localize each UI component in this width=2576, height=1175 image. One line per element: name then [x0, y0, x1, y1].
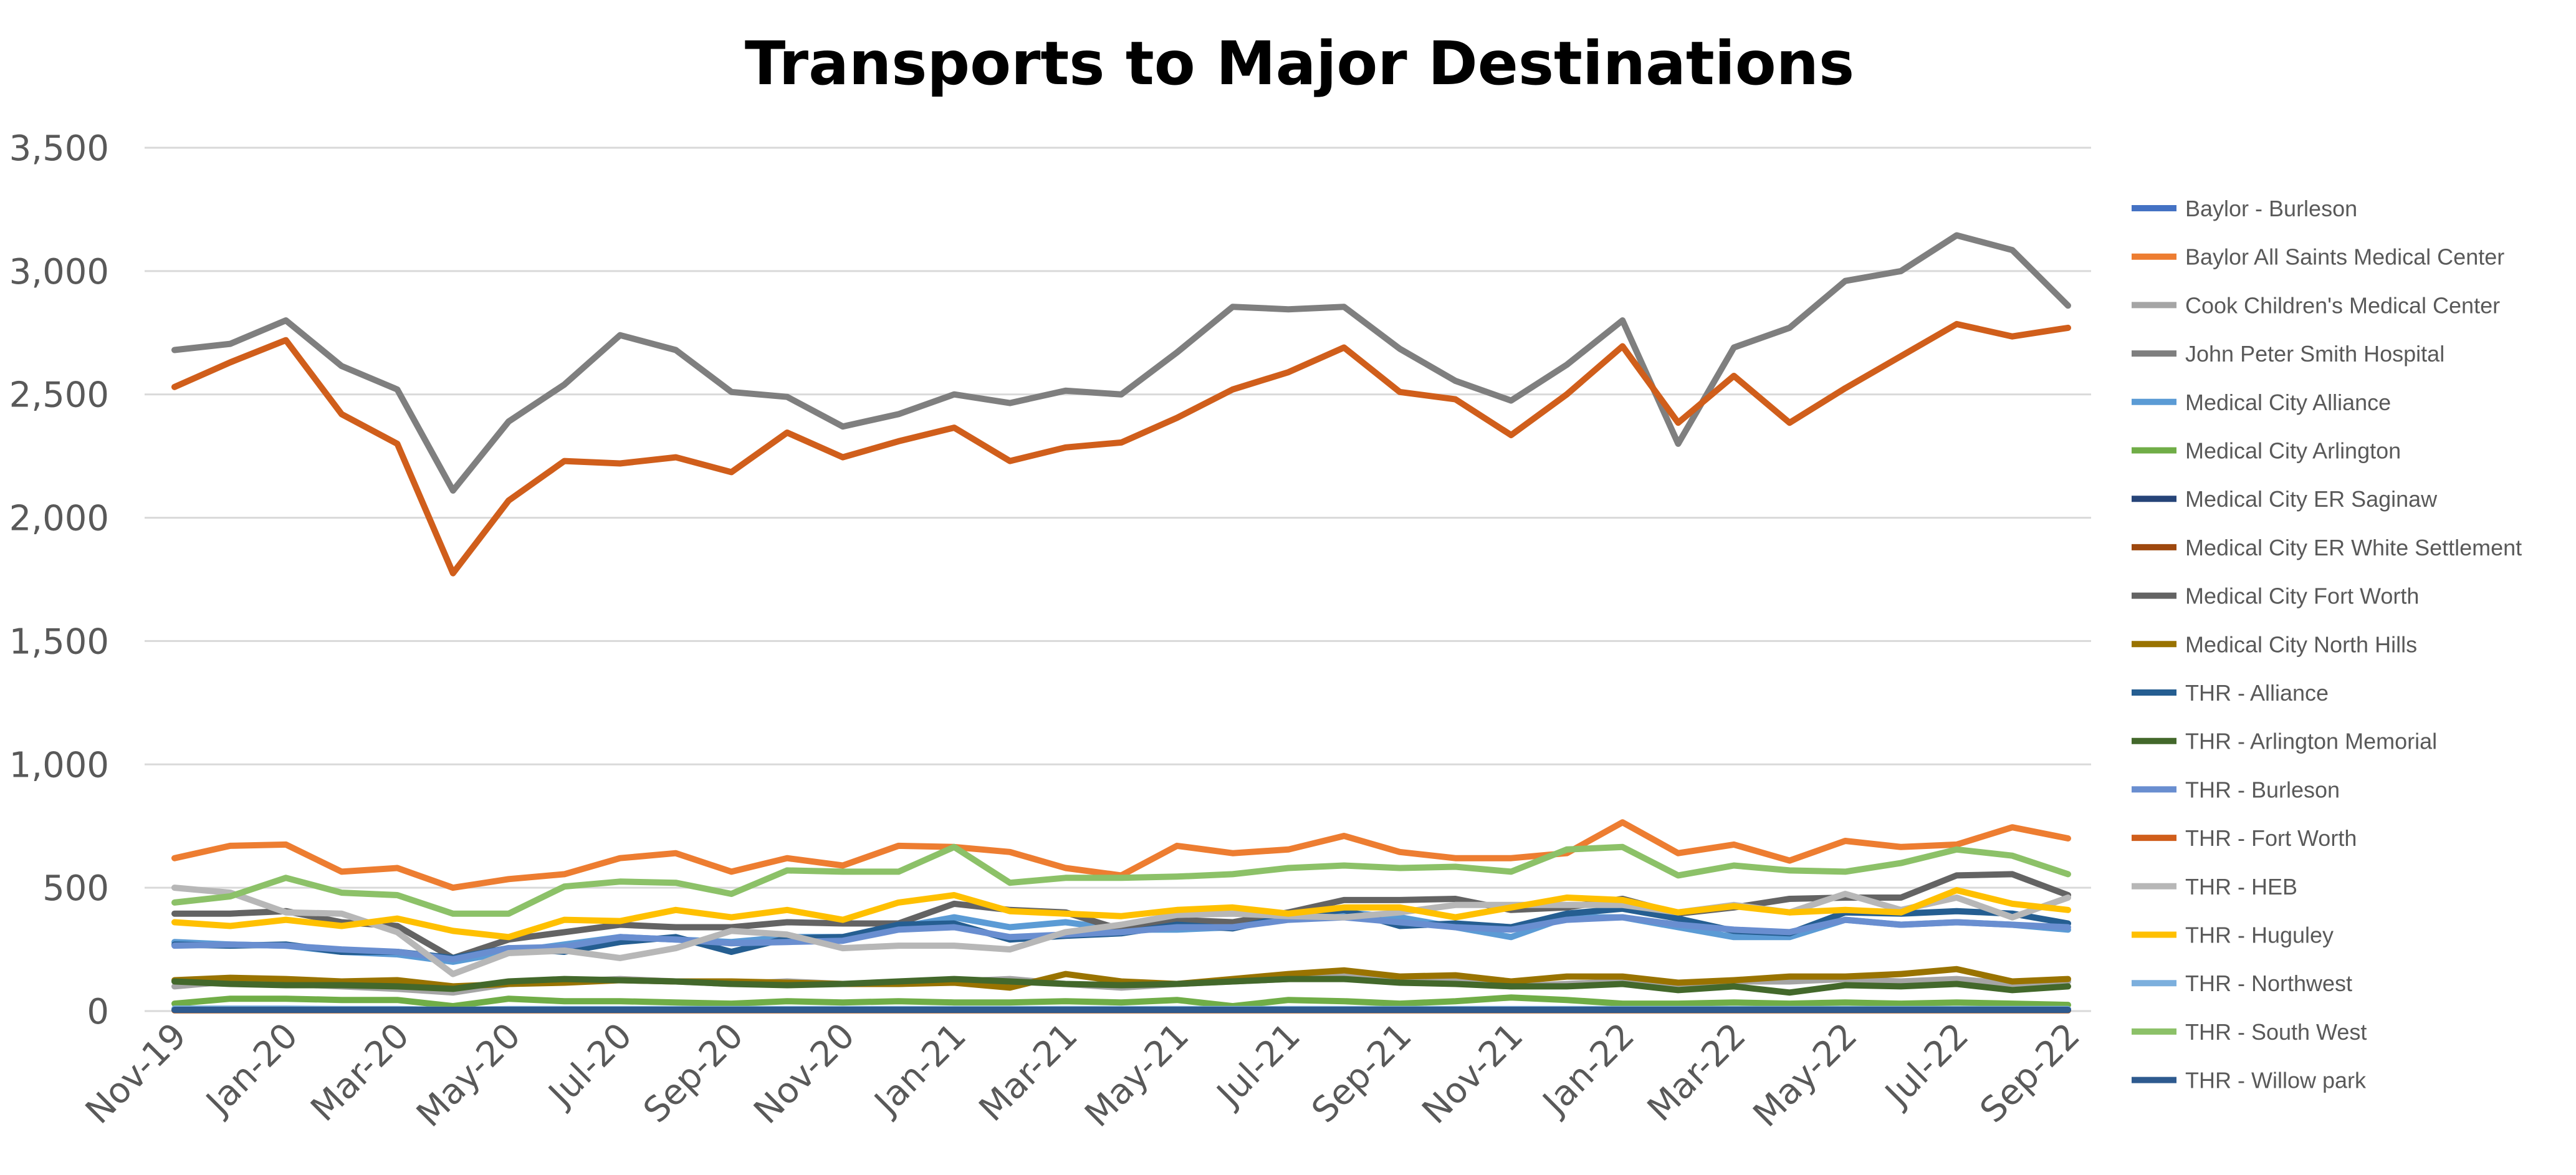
- chart-title: Transports to Major Destinations: [745, 29, 1854, 98]
- legend-label: THR - South West: [2185, 1019, 2367, 1045]
- legend: Baylor - Burleson Baylor All Saints Medic…: [2132, 196, 2522, 1093]
- legend-label: Medical City ER Saginaw: [2185, 486, 2438, 512]
- y-tick-label: 2,000: [9, 499, 109, 539]
- x-tick-label: May-20: [409, 1015, 529, 1135]
- legend-label: Baylor - Burleson: [2185, 196, 2357, 221]
- series-line: [171, 843, 2071, 917]
- x-tick-label: Sep-22: [1973, 1015, 2088, 1131]
- legend-label: Baylor All Saints Medical Center: [2185, 244, 2504, 270]
- x-tick-label: Jul-20: [540, 1015, 640, 1116]
- series-line: [171, 232, 2071, 494]
- y-tick-label: 1,500: [9, 621, 109, 662]
- legend-label: Medical City North Hills: [2185, 631, 2417, 657]
- legend-label: Medical City Arlington: [2185, 438, 2401, 464]
- x-tick-label: Nov-21: [1415, 1015, 1531, 1132]
- legend-label: THR - Burleson: [2185, 777, 2340, 802]
- y-tick-label: 500: [42, 868, 109, 909]
- x-tick-label: Sep-20: [636, 1015, 751, 1131]
- x-tick-label: Jul-21: [1208, 1015, 1308, 1116]
- series-line: [171, 994, 2071, 1010]
- x-tick-label: Jan-21: [866, 1015, 974, 1124]
- legend-label: Medical City Alliance: [2185, 390, 2391, 415]
- legend-label: THR - Alliance: [2185, 680, 2329, 706]
- legend-label: THR - HEB: [2185, 874, 2297, 899]
- legend-label: John Peter Smith Hospital: [2185, 341, 2444, 367]
- series-line: [171, 976, 2071, 996]
- legend-label: THR - Arlington Memorial: [2185, 729, 2437, 754]
- x-tick-label: Nov-19: [78, 1015, 194, 1132]
- x-tick-label: Jan-22: [1534, 1015, 1642, 1124]
- y-axis-ticks: 0 500 1,000 1,500 2,000 2,500 3,000 3,500: [9, 128, 109, 1032]
- x-tick-label: Mar-21: [972, 1015, 1086, 1129]
- x-tick-label: Sep-21: [1304, 1015, 1419, 1131]
- legend-label: THR - Fort Worth: [2185, 825, 2357, 851]
- legend-label: THR - Huguley: [2185, 923, 2334, 948]
- y-tick-label: 0: [87, 992, 109, 1032]
- legend-label: Medical City ER White Settlement: [2185, 535, 2522, 560]
- x-tick-label: May-22: [1746, 1015, 1865, 1135]
- y-tick-label: 3,000: [9, 252, 109, 292]
- series-line: [171, 320, 2071, 577]
- series-line: [171, 914, 2071, 962]
- x-tick-label: Mar-22: [1640, 1015, 1754, 1129]
- legend-label: THR - Northwest: [2185, 971, 2352, 996]
- x-tick-label: May-21: [1077, 1015, 1197, 1135]
- x-tick-label: Jan-20: [198, 1015, 306, 1124]
- y-tick-label: 1,000: [9, 745, 109, 785]
- x-tick-label: Mar-20: [303, 1015, 417, 1129]
- legend-label: THR - Willow park: [2185, 1068, 2367, 1093]
- y-tick-label: 3,500: [9, 128, 109, 169]
- series-lines: [171, 232, 2071, 1014]
- series-line: [171, 887, 2071, 941]
- legend-label: Cook Children's Medical Center: [2185, 292, 2500, 318]
- y-tick-label: 2,500: [9, 375, 109, 416]
- legend-label: Medical City Fort Worth: [2185, 583, 2419, 609]
- x-tick-label: Jul-22: [1877, 1015, 1977, 1116]
- x-tick-label: Nov-20: [746, 1015, 863, 1132]
